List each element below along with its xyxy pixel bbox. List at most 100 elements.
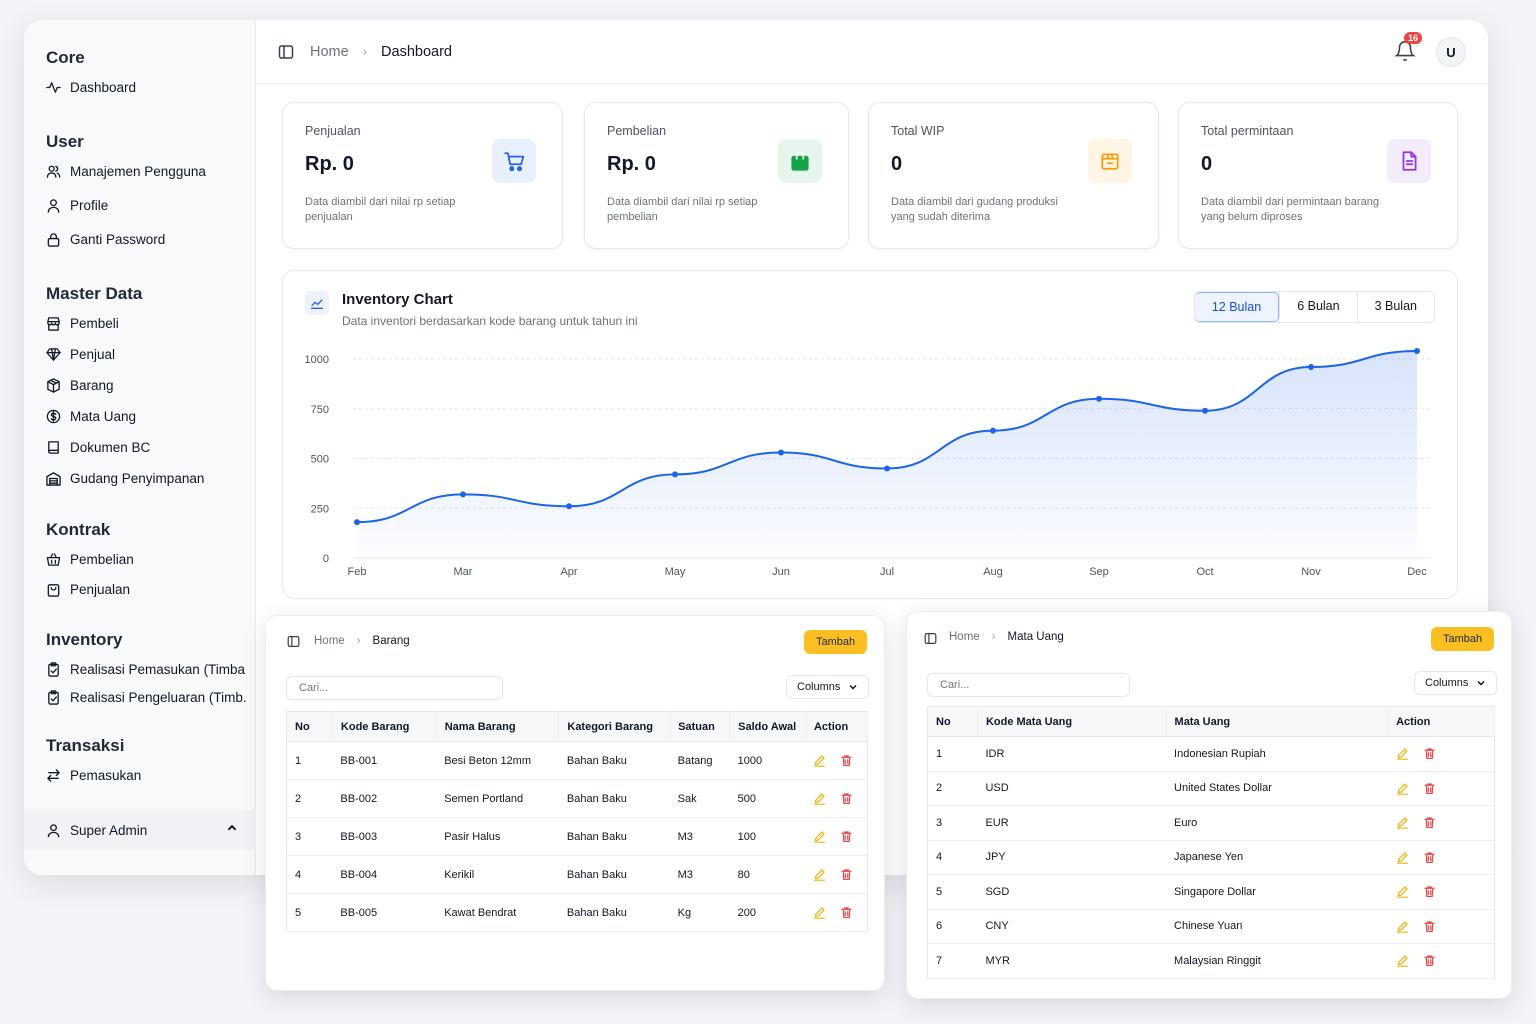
trash-icon[interactable] [1423, 747, 1436, 760]
sidebar-item-dokumen-bc[interactable]: Dokumen BC [46, 440, 246, 455]
edit-icon[interactable] [813, 754, 826, 767]
table-cell: Bahan Baku [558, 741, 670, 780]
breadcrumb-home[interactable]: Home [949, 631, 980, 643]
table-cell: 7 [927, 943, 978, 979]
sidebar-item-ganti-password[interactable]: Ganti Password [46, 232, 246, 247]
trash-icon[interactable] [1423, 851, 1436, 864]
column-header[interactable]: Action [805, 711, 869, 742]
breadcrumb-home[interactable]: Home [314, 635, 345, 647]
column-header[interactable]: Satuan [669, 711, 731, 742]
sidebar-toggle-icon[interactable] [278, 44, 294, 60]
table-header-row: No Kode Mata Uang Mata Uang Action [927, 706, 1495, 737]
sidebar-item-pembeli[interactable]: Pembeli [46, 316, 246, 331]
edit-icon[interactable] [1396, 920, 1409, 933]
edit-icon[interactable] [1396, 885, 1409, 899]
sidebar-item-profile[interactable]: Profile [46, 198, 246, 213]
avatar[interactable]: U [1436, 37, 1466, 67]
row-actions [805, 893, 868, 932]
edit-icon[interactable] [1396, 851, 1409, 864]
sidebar-toggle-icon[interactable] [924, 632, 937, 645]
table-cell: Semen Portland [436, 779, 559, 818]
notification-button[interactable]: 16 [1394, 32, 1422, 67]
data-point [884, 465, 890, 472]
stat-card-pembelian: Pembelian Rp. 0 Data diambil dari nilai rp… [584, 102, 849, 249]
column-header[interactable]: Kategori Barang [558, 711, 671, 742]
column-header[interactable]: No [927, 706, 978, 737]
sidebar-item-realisasi-pemasukan-timba[interactable]: Realisasi Pemasukan (Timba... [46, 662, 246, 677]
column-header[interactable]: Mata Uang [1166, 706, 1389, 737]
sidebar-item-label: Pembeli [70, 316, 119, 331]
sidebar-section-title: User [46, 132, 84, 151]
tambah-button[interactable]: Tambah [1431, 627, 1495, 651]
clipboard-check-icon [46, 662, 61, 677]
sidebar-item-barang[interactable]: Barang [46, 378, 246, 393]
column-header[interactable]: Kode Mata Uang [977, 706, 1167, 737]
tab-6-bulan[interactable]: 6 Bulan [1279, 292, 1356, 322]
breadcrumb-home[interactable]: Home [310, 43, 349, 60]
stat-description: Data diambil dari nilai rp setiap penjua… [305, 196, 456, 223]
sidebar-item-mata-uang[interactable]: Mata Uang [46, 409, 246, 424]
edit-icon[interactable] [813, 868, 826, 881]
chevron-right-icon: › [356, 635, 361, 647]
row-actions [1387, 943, 1495, 979]
stat-label: Total WIP [891, 124, 945, 138]
cart-icon [492, 139, 536, 183]
x-tick-label: Jun [772, 566, 790, 578]
users-icon [46, 164, 61, 179]
data-point [990, 427, 996, 434]
table-cell: Euro [1166, 805, 1388, 841]
table-cell: Bahan Baku [558, 779, 670, 818]
trash-icon[interactable] [1423, 920, 1436, 933]
table-row: 5 BB-005 Kawat Bendrat Bahan Baku Kg 200 [286, 893, 868, 932]
stat-label: Total permintaan [1201, 124, 1294, 138]
clipboard-check-icon [46, 690, 61, 705]
sidebar-item-realisasi-pengeluaran-timb[interactable]: Realisasi Pengeluaran (Timb... [46, 690, 246, 705]
sidebar-item-manajemen-pengguna[interactable]: Manajemen Pengguna [46, 164, 246, 179]
edit-icon[interactable] [1396, 954, 1409, 968]
edit-icon[interactable] [1396, 782, 1409, 795]
trash-icon[interactable] [1423, 782, 1436, 795]
search-input[interactable] [927, 673, 1130, 697]
table-cell: 4 [286, 855, 333, 894]
breadcrumb: Home › Mata Uang [949, 631, 1064, 643]
trash-icon[interactable] [1423, 885, 1436, 898]
sidebar-item-pembelian[interactable]: Pembelian [46, 552, 246, 567]
search-input[interactable] [286, 676, 503, 700]
columns-button[interactable]: Columns [786, 675, 870, 699]
column-header[interactable]: Kode Barang [332, 711, 437, 742]
trash-icon[interactable] [840, 868, 853, 881]
stat-description: Data diambil dari nilai rp setiap pembel… [607, 196, 758, 223]
column-header[interactable]: Action [1387, 706, 1495, 737]
trash-icon[interactable] [840, 754, 853, 767]
edit-icon[interactable] [1396, 816, 1409, 830]
sidebar-toggle-icon[interactable] [287, 635, 300, 648]
trash-icon[interactable] [1423, 816, 1436, 829]
trash-icon[interactable] [1423, 954, 1436, 967]
column-header[interactable]: No [286, 711, 333, 742]
sidebar-item-gudang-penyimpanan[interactable]: Gudang Penyimpanan [46, 471, 246, 486]
edit-icon[interactable] [813, 906, 826, 919]
columns-button[interactable]: Columns [1414, 671, 1498, 695]
trash-icon[interactable] [840, 792, 853, 805]
edit-icon[interactable] [813, 830, 826, 843]
sidebar-item-penjualan[interactable]: Penjualan [46, 582, 246, 597]
sidebar-item-dashboard[interactable]: Dashboard [46, 80, 246, 95]
table-row: 3 EUR Euro [927, 805, 1495, 841]
table-cell: Batang [669, 741, 730, 780]
edit-icon[interactable] [1396, 747, 1409, 761]
table-cell: Malaysian Ringgit [1166, 943, 1388, 979]
sidebar-item-pemasukan[interactable]: Pemasukan [46, 768, 246, 783]
column-header[interactable]: Saldo Awal [729, 711, 806, 742]
table-cell: Singapore Dollar [1166, 874, 1388, 910]
user-menu[interactable]: Super Admin [24, 810, 256, 850]
tab-3-bulan[interactable]: 3 Bulan [1356, 292, 1434, 322]
sidebar-item-label: Pembelian [70, 552, 134, 567]
trash-icon[interactable] [840, 906, 853, 919]
sidebar-section-title: Inventory [46, 630, 123, 649]
column-header[interactable]: Nama Barang [436, 711, 560, 742]
tambah-button[interactable]: Tambah [804, 630, 868, 654]
sidebar-item-penjual[interactable]: Penjual [46, 347, 246, 362]
tab-12-bulan[interactable]: 12 Bulan [1194, 292, 1280, 322]
edit-icon[interactable] [813, 792, 826, 805]
trash-icon[interactable] [840, 830, 853, 843]
